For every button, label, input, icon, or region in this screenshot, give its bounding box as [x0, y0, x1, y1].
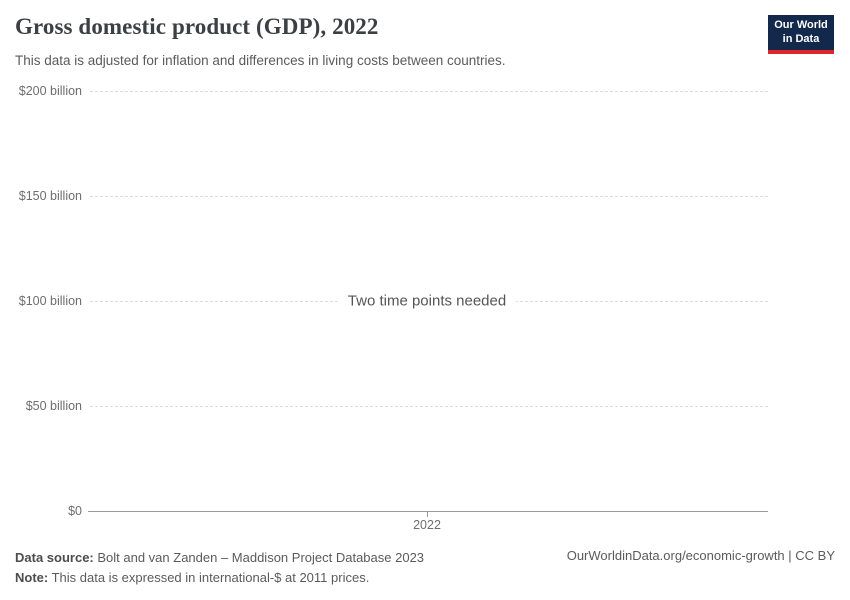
x-tick-mark-2022 — [427, 511, 428, 517]
note-label: Note: — [15, 570, 49, 585]
owid-citation-link[interactable]: OurWorldinData.org/economic-growth | CC … — [566, 548, 835, 563]
note-line: Note: This data is expressed in internat… — [15, 568, 424, 588]
chart-subtitle: This data is adjusted for inflation and … — [15, 53, 506, 68]
y-tick-label-50b: $50 billion — [25, 399, 82, 413]
x-axis-line — [88, 511, 768, 512]
note-text: This data is expressed in international-… — [48, 570, 370, 585]
gridline-50b — [90, 406, 768, 407]
gridline-200b — [90, 91, 768, 92]
data-source-line: Data source: Bolt and van Zanden – Maddi… — [15, 548, 424, 568]
chart-footer: Data source: Bolt and van Zanden – Maddi… — [15, 548, 424, 588]
gridline-150b — [90, 196, 768, 197]
owid-logo-redbar — [768, 50, 834, 54]
y-tick-label-150b: $150 billion — [18, 189, 82, 203]
no-data-message: Two time points needed — [337, 292, 517, 310]
y-tick-label-200b: $200 billion — [18, 84, 82, 98]
owid-logo-line1: Our World — [774, 19, 828, 31]
owid-logo[interactable]: Our World in Data — [768, 15, 834, 54]
owid-logo-box: Our World in Data — [768, 15, 834, 50]
owid-logo-line2: in Data — [782, 32, 820, 45]
y-tick-label-0: $0 — [68, 504, 82, 518]
x-tick-label-2022: 2022 — [413, 518, 441, 532]
data-source-text: Bolt and van Zanden – Maddison Project D… — [93, 550, 425, 565]
data-source-label: Data source: — [15, 550, 94, 565]
page-title: Gross domestic product (GDP), 2022 — [15, 14, 379, 39]
y-tick-label-100b: $100 billion — [18, 294, 82, 308]
